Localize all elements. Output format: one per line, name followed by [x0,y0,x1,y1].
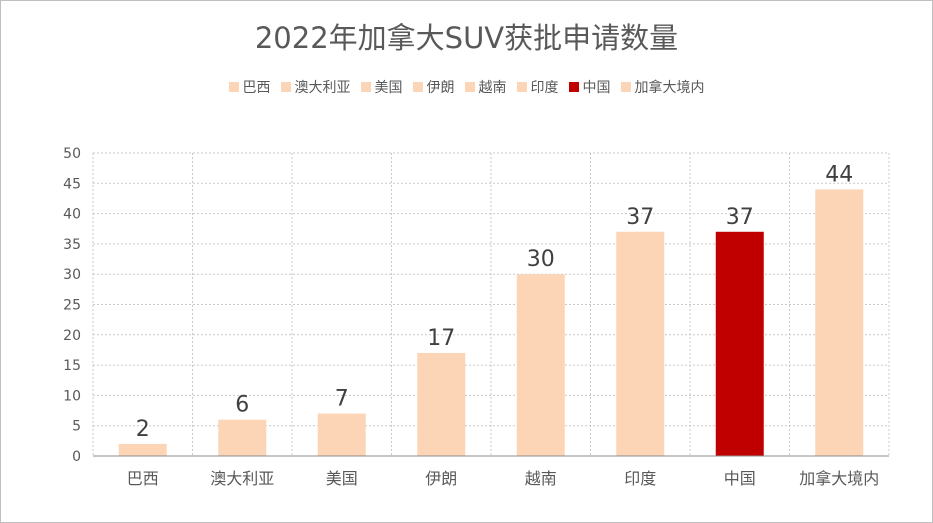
legend-item: 加拿大境内 [620,77,705,97]
x-tick-label: 印度 [624,469,656,488]
legend-item: 美国 [360,77,403,97]
legend-swatch [228,82,239,92]
legend-item: 伊朗 [412,77,455,97]
legend-swatch [280,82,291,92]
x-tick-label: 澳大利亚 [210,469,274,488]
x-tick-label: 中国 [724,469,756,488]
legend-swatch [620,82,631,92]
y-tick-label: 15 [63,358,81,374]
legend-item: 印度 [516,77,559,97]
y-tick-label: 0 [72,449,81,465]
legend-item: 中国 [568,77,611,97]
bar [118,443,167,456]
bar [516,274,565,456]
data-label: 17 [427,326,455,351]
data-label: 44 [825,162,853,187]
legend-label: 美国 [374,80,403,96]
legend-label: 中国 [582,80,611,96]
y-tick-label: 30 [63,267,81,283]
y-tick-label: 45 [63,176,81,192]
chart-legend: 巴西 澳大利亚 美国 伊朗 越南 印度 中国 加拿大境内 [1,77,932,97]
data-label: 2 [136,417,150,442]
chart-title: 2022年加拿大SUV获批申请数量 [254,21,679,55]
y-tick-label: 40 [63,207,81,223]
legend-swatch [464,82,475,92]
bar [715,231,764,456]
bar [616,231,665,456]
legend-label: 伊朗 [426,80,455,96]
bar [417,352,466,456]
bar [218,419,267,456]
x-tick-label: 美国 [326,469,358,488]
legend-swatch [516,82,527,92]
x-tick-label: 伊朗 [425,469,457,488]
data-label: 37 [626,205,654,230]
legend-swatch [412,82,423,92]
bar [815,189,864,457]
legend-swatch [568,82,579,92]
bar [317,413,366,456]
legend-label: 巴西 [242,80,271,96]
data-label: 37 [726,205,754,230]
data-label: 30 [527,247,555,272]
legend-item: 澳大利亚 [280,77,351,97]
legend-label: 加拿大境内 [634,80,705,96]
legend-item: 越南 [464,77,507,97]
y-tick-label: 50 [63,146,81,162]
y-tick-label: 5 [72,419,81,435]
y-tick-label: 25 [63,298,81,314]
legend-label: 越南 [478,80,507,96]
legend-label: 澳大利亚 [294,80,351,96]
data-label: 7 [335,387,349,412]
x-tick-label: 加拿大境内 [799,469,879,488]
legend-swatch [360,82,371,92]
y-tick-label: 20 [63,328,81,344]
legend-item: 巴西 [228,77,271,97]
x-tick-label: 巴西 [127,469,159,488]
y-tick-label: 35 [63,237,81,253]
legend-label: 印度 [530,80,559,96]
x-tick-label: 越南 [525,469,557,488]
y-tick-label: 10 [63,388,81,404]
data-label: 6 [235,393,249,418]
